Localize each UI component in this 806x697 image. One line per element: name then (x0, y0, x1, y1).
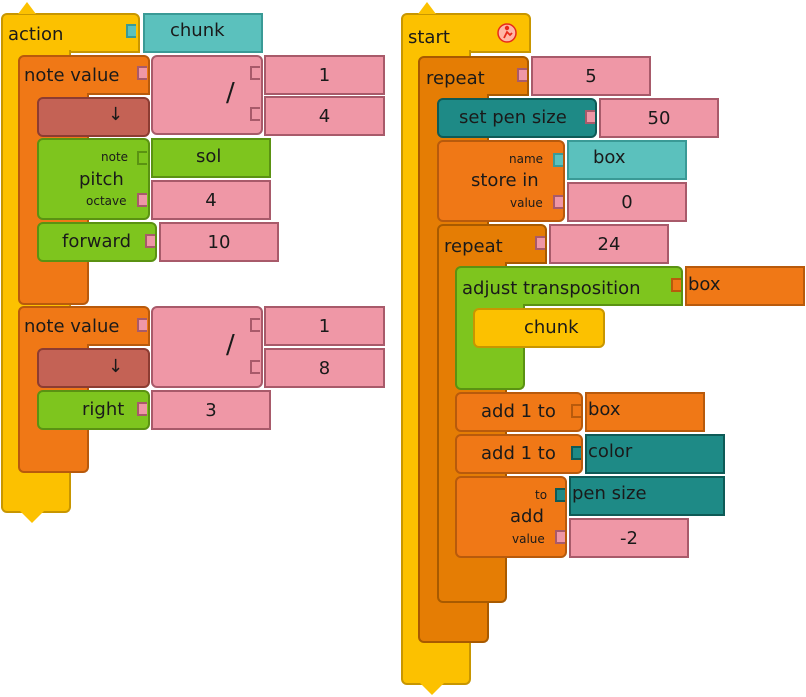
add-to-label: to (535, 488, 548, 502)
denominator-socket-2 (250, 360, 260, 374)
numerator-socket-1 (250, 66, 260, 80)
add-1-to-color-label: add 1 to (481, 443, 556, 464)
add-1-to-color-socket (571, 446, 581, 460)
right-value-field[interactable]: 3 (151, 390, 271, 430)
add-value-field[interactable]: -2 (569, 518, 689, 558)
repeat-count-field[interactable]: 5 (531, 56, 651, 96)
pitch-note-label: note (101, 150, 129, 164)
runner-icon[interactable] (496, 22, 518, 44)
divide-block-1[interactable] (151, 55, 263, 135)
note-value-socket-2 (137, 318, 147, 332)
pitch-note-socket (137, 151, 147, 165)
repeat-socket-2 (535, 236, 545, 250)
denominator-socket-1 (250, 107, 260, 121)
denominator-field-2[interactable]: 8 (264, 348, 385, 388)
forward-socket (145, 234, 155, 248)
denominator-field-1[interactable]: 4 (264, 96, 385, 136)
start-bottom-bump (420, 683, 444, 695)
pitch-note-field[interactable] (151, 138, 271, 178)
action-label: action (8, 24, 64, 45)
divide-operator-1: / (226, 78, 235, 108)
add-1-to-color-value: color (588, 441, 633, 462)
numerator-socket-2 (250, 318, 260, 332)
forward-block[interactable] (37, 222, 157, 262)
divide-operator-2: / (226, 330, 235, 360)
add-1-to-box-socket (571, 404, 581, 418)
add-1-to-box-block[interactable] (455, 392, 583, 432)
store-in-name-field[interactable] (567, 140, 687, 180)
store-in-value-field[interactable]: 0 (567, 182, 687, 222)
pitch-octave-label: octave (86, 194, 127, 208)
divide-block-2[interactable] (151, 306, 263, 388)
set-pen-size-label: set pen size (459, 107, 567, 128)
action-bottom-bump (20, 511, 44, 523)
start-hat-bump (418, 2, 436, 14)
pitch-note-value: sol (196, 146, 222, 167)
add-to-field[interactable] (569, 476, 725, 516)
adjust-transposition-socket (671, 278, 681, 292)
numerator-field-2[interactable]: 1 (264, 306, 385, 346)
add-1-to-box-value: box (588, 399, 621, 420)
pitch-block[interactable] (37, 138, 150, 220)
store-in-value-socket (553, 195, 563, 209)
adjust-transposition-field[interactable] (685, 266, 805, 306)
add-value-socket (555, 530, 565, 544)
add-1-to-color-field[interactable] (585, 434, 725, 474)
note-value-socket-1 (137, 66, 147, 80)
repeat-count-field-2[interactable]: 24 (549, 224, 669, 264)
add-to-socket (555, 488, 565, 502)
pitch-octave-socket (137, 193, 147, 207)
action-hat-bump (18, 2, 36, 14)
add-block[interactable] (455, 476, 567, 558)
store-in-label: store in (471, 170, 539, 191)
action-name: chunk (170, 20, 225, 41)
action-name-field[interactable] (143, 13, 263, 53)
repeat-block-2[interactable] (437, 224, 547, 264)
flat-block-1[interactable] (37, 97, 150, 137)
pitch-label: pitch (79, 169, 124, 190)
forward-value-field[interactable]: 10 (159, 222, 279, 262)
add-1-to-box-field[interactable] (585, 392, 705, 432)
chunk-block[interactable] (473, 308, 605, 348)
add-value-label: value (512, 532, 545, 546)
repeat-label-2: repeat (444, 236, 503, 257)
store-in-name-socket (553, 153, 563, 167)
note-value-label-1: note value (24, 65, 120, 86)
store-in-name-value: box (593, 147, 626, 168)
repeat-label: repeat (426, 68, 485, 89)
store-in-value-label: value (510, 196, 543, 210)
flat-block-2[interactable] (37, 348, 150, 388)
repeat-socket (517, 68, 527, 82)
add-label: add (510, 506, 544, 527)
chunk-label: chunk (524, 317, 579, 338)
pitch-octave-field[interactable]: 4 (151, 180, 271, 220)
store-in-block[interactable] (437, 140, 565, 222)
right-socket (137, 402, 147, 416)
adjust-transposition-value: box (688, 274, 721, 295)
start-label: start (408, 27, 450, 48)
add-to-value: pen size (572, 483, 647, 504)
flat-arrow-2: ↓ (108, 356, 124, 377)
flat-arrow-1: ↓ (108, 104, 124, 125)
numerator-field-1[interactable]: 1 (264, 55, 385, 95)
forward-label: forward (62, 231, 132, 252)
add-1-to-box-label: add 1 to (481, 401, 556, 422)
store-in-name-label: name (509, 152, 544, 166)
set-pen-size-socket (585, 110, 595, 124)
add-1-to-color-block[interactable] (455, 434, 583, 474)
set-pen-size-field[interactable]: 50 (599, 98, 719, 138)
right-label: right (82, 399, 125, 420)
right-block[interactable] (37, 390, 150, 430)
note-value-label-2: note value (24, 316, 120, 337)
adjust-transposition-block[interactable] (455, 266, 683, 306)
set-pen-size-block[interactable] (437, 98, 597, 138)
adjust-transposition-label: adjust transposition (462, 278, 641, 299)
action-name-socket (126, 24, 136, 38)
